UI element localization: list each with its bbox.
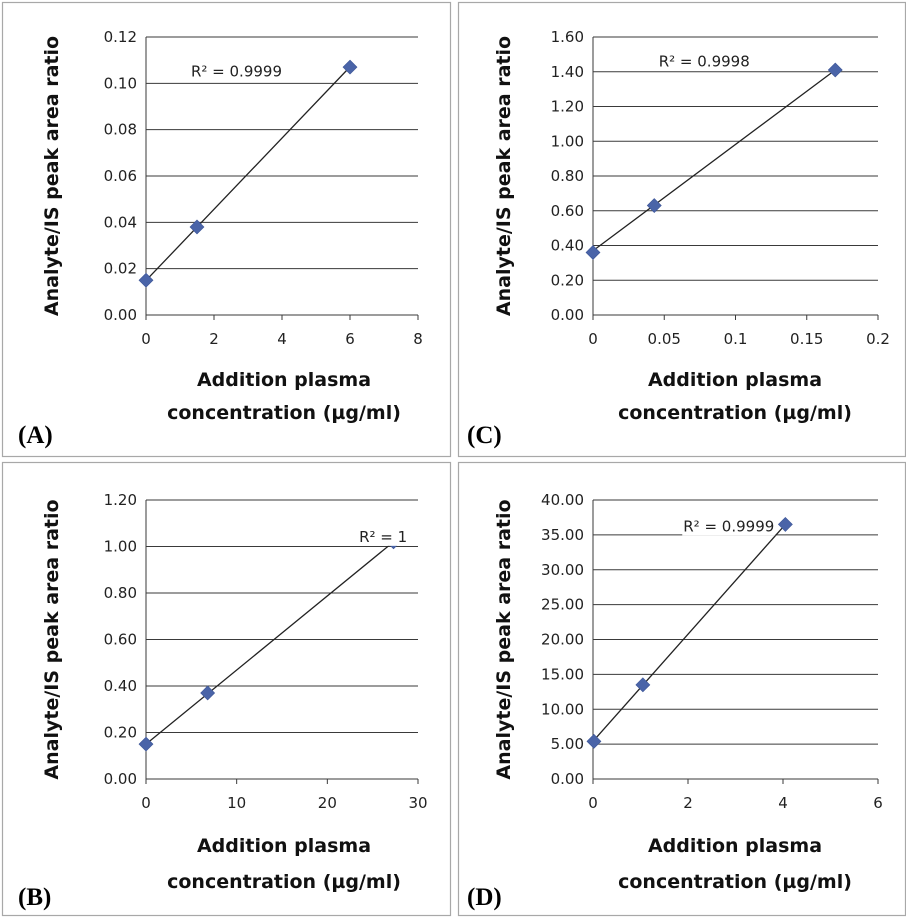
chart-panel-2: 0.00 0.20 0.40 0.60 0.80 1.00 1.20 1.40 1.60 0 0.0…: [457, 1, 906, 458]
x-axis-title-line1: Addition plasma: [648, 369, 822, 391]
y-tick-label: 0.80: [104, 584, 137, 602]
panel-border: [1, 1, 452, 458]
x-tick-label: 0: [141, 330, 151, 348]
x-axis-title-line1: Addition plasma: [197, 835, 371, 857]
y-tick-label: 5.00: [551, 735, 584, 753]
x-tick-label: 2: [209, 330, 219, 348]
x-tick-label: 0.05: [648, 330, 681, 348]
x-tick-label: 30: [408, 794, 427, 812]
y-tick-label: 0.08: [104, 121, 137, 139]
panel-border: [457, 461, 906, 917]
y-tick-label: 0.40: [104, 677, 137, 695]
x-axis-title-line2: concentration (µg/ml): [167, 871, 401, 893]
x-tick-label: 0.1: [724, 330, 748, 348]
y-tick-label: 1.20: [551, 98, 584, 116]
y-tick-label: 10.00: [541, 700, 584, 718]
x-tick-label: 6: [873, 794, 883, 812]
y-tick-label: 0.00: [104, 306, 137, 324]
data-point: [342, 59, 358, 75]
y-tick-label: 0.10: [104, 74, 137, 92]
panel-label: (A): [18, 422, 53, 449]
x-axis-title-line2: concentration (µg/ml): [167, 402, 401, 424]
y-tick-label: 0.20: [104, 724, 137, 742]
panel-border: [457, 1, 906, 458]
x-axis-title-line2: concentration (µg/ml): [618, 402, 852, 424]
data-point: [646, 198, 662, 213]
y-tick-label: 0.04: [104, 213, 137, 231]
y-axis-title: Analyte/IS peak area ratio: [41, 36, 63, 316]
trendline: [145, 541, 394, 745]
y-tick-label: 35.00: [541, 526, 584, 544]
data-point: [138, 272, 154, 288]
panel-label: (B): [18, 884, 51, 911]
y-axis-title: Analyte/IS peak area ratio: [493, 499, 515, 779]
y-axis-title: Analyte/IS peak area ratio: [41, 499, 63, 779]
y-tick-label: 1.00: [104, 538, 137, 556]
x-tick-label: 4: [778, 794, 788, 812]
x-tick-label: 6: [345, 330, 355, 348]
y-tick-label: 20.00: [541, 631, 584, 649]
y-tick-label: 1.00: [551, 132, 584, 150]
x-tick-label: 0: [141, 794, 151, 812]
x-tick-label: 4: [277, 330, 287, 348]
data-point: [585, 245, 601, 260]
r-squared-label-bg: [682, 517, 776, 536]
r-squared-label: R² = 0.9998: [659, 53, 750, 71]
y-tick-label: 1.20: [104, 491, 137, 509]
data-point: [189, 219, 205, 235]
y-tick-label: 0.00: [104, 770, 137, 788]
r-squared-label: R² = 1: [359, 528, 407, 546]
chart-panel-1: 0.00 0.02 0.04 0.06 0.08 0.10 0.12 0 2 4 6 8 R² = 0.…: [1, 1, 452, 458]
trendline: [592, 523, 786, 742]
chart-panel-4: 0.005.0010.0015.0020.0025.0030.0035.0040…: [457, 461, 906, 917]
x-tick-label: 0.15: [790, 330, 823, 348]
y-tick-label: 0.80: [551, 167, 584, 185]
x-axis-title-line2: concentration (µg/ml): [618, 871, 852, 893]
y-tick-label: 1.40: [551, 63, 584, 81]
x-tick-label: 20: [318, 794, 337, 812]
x-tick-label: 2: [683, 794, 693, 812]
x-tick-label: 0: [588, 330, 598, 348]
y-tick-label: 30.00: [541, 561, 584, 579]
x-tick-label: 0.2: [866, 330, 890, 348]
x-axis-title-line1: Addition plasma: [197, 369, 371, 391]
y-tick-label: 25.00: [541, 596, 584, 614]
r-squared-label: R² = 0.9999: [683, 517, 774, 535]
x-tick-label: 10: [227, 794, 246, 812]
y-tick-label: 40.00: [541, 491, 584, 509]
data-point: [138, 736, 154, 752]
y-tick-label: 0.60: [551, 202, 584, 220]
data-point: [827, 62, 843, 78]
data-point: [200, 685, 216, 701]
trendline: [592, 69, 836, 252]
x-axis-title-line1: Addition plasma: [648, 835, 822, 857]
panel-label: (C): [467, 422, 502, 449]
y-tick-label: 0.02: [104, 260, 137, 278]
data-point: [635, 677, 651, 693]
y-tick-label: 0.60: [104, 631, 137, 649]
y-tick-label: 1.60: [551, 28, 584, 46]
data-point: [777, 516, 793, 532]
r-squared-label: R² = 0.9999: [191, 62, 282, 80]
y-tick-label: 0.40: [551, 237, 584, 255]
y-tick-label: 0.20: [551, 271, 584, 289]
y-tick-label: 0.00: [551, 770, 584, 788]
y-tick-label: 0.00: [551, 306, 584, 324]
chart-panel-3: 0.00 0.20 0.40 0.60 0.80 1.00 1.20 0 10 20 30 R² = …: [1, 461, 452, 917]
x-tick-label: 0: [588, 794, 598, 812]
y-tick-label: 0.12: [104, 28, 137, 46]
data-point: [586, 733, 602, 749]
x-tick-label: 8: [413, 330, 423, 348]
y-tick-label: 15.00: [541, 665, 584, 683]
trendline: [145, 66, 351, 281]
y-tick-label: 0.06: [104, 167, 137, 185]
panel-label: (D): [467, 884, 502, 911]
r-squared-label-bg: [358, 527, 409, 546]
y-axis-title: Analyte/IS peak area ratio: [493, 36, 515, 316]
